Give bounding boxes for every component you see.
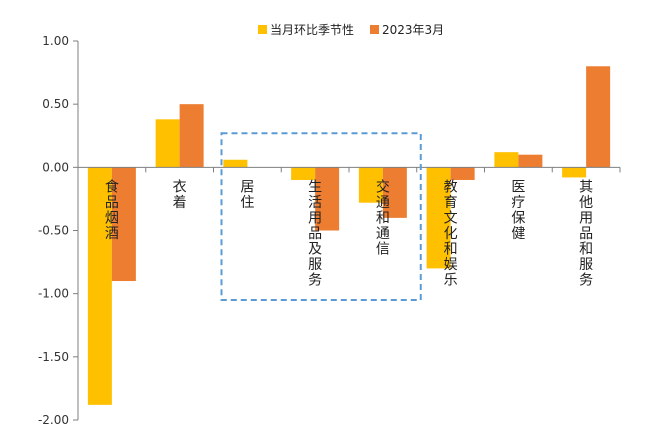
category-label: 食品烟酒 — [105, 178, 119, 242]
y-tick-label: -2.00 — [38, 413, 69, 427]
bar-seasonal — [223, 159, 248, 168]
bar-mar2023 — [382, 167, 407, 218]
bar-mar2023 — [315, 167, 340, 231]
legend: 当月环比季节性 2023年3月 — [258, 23, 444, 37]
x-axis — [77, 166, 621, 173]
category-label: 交通和通信 — [376, 178, 390, 257]
bar-seasonal — [358, 167, 383, 203]
y-tick-label: 0.00 — [42, 160, 69, 174]
bar-mar2023 — [518, 154, 543, 168]
bar-seasonal — [426, 167, 451, 269]
bar-seasonal — [494, 152, 519, 168]
y-tick-label: 0.50 — [42, 97, 69, 111]
y-tick-label: -1.50 — [38, 350, 69, 364]
bar-mar2023 — [586, 66, 611, 168]
bar-seasonal — [562, 167, 587, 178]
category-label: 教育文化和娱乐 — [444, 179, 458, 288]
bar-mar2023 — [111, 167, 136, 282]
bar-mar2023 — [179, 104, 204, 168]
bar-mar2023 — [450, 167, 475, 180]
category-labels: 食品烟酒 衣着 居住 生活用品及服务 交通和通信 教育文化和娱乐 医疗保健 其他用品和服务 — [105, 178, 593, 288]
category-label: 生活用品及服务 — [308, 179, 322, 288]
category-label: 衣着 — [173, 179, 187, 211]
y-tick-label: -1.00 — [38, 287, 69, 301]
category-label: 医疗保健 — [511, 179, 525, 242]
legend-label: 当月环比季节性 — [270, 23, 354, 37]
category-label: 其他用品和服务 — [579, 179, 593, 288]
highlight-box — [220, 132, 422, 301]
bar-seasonal — [155, 119, 180, 168]
bars — [87, 66, 611, 405]
legend-swatch — [370, 25, 379, 34]
legend-label: 2023年3月 — [382, 23, 444, 37]
y-tick-label: 1.00 — [42, 34, 69, 48]
y-axis: 1.00 0.50 0.00 -0.50 -1.00 -1.50 -2.00 — [38, 34, 79, 427]
y-tick-label: -0.50 — [38, 224, 69, 238]
category-label: 居住 — [240, 179, 254, 211]
bar-seasonal — [291, 167, 316, 180]
highlight-rect — [220, 132, 422, 301]
legend-swatch — [258, 25, 267, 34]
bar-seasonal — [87, 167, 112, 405]
